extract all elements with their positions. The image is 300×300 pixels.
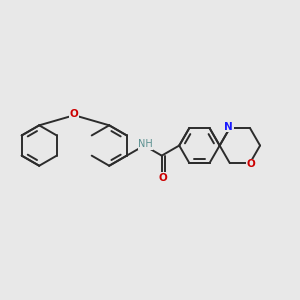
Text: O: O: [247, 159, 255, 169]
Text: O: O: [70, 109, 79, 119]
Text: N: N: [224, 122, 233, 132]
Text: O: O: [159, 172, 168, 183]
Text: NH: NH: [138, 140, 153, 149]
